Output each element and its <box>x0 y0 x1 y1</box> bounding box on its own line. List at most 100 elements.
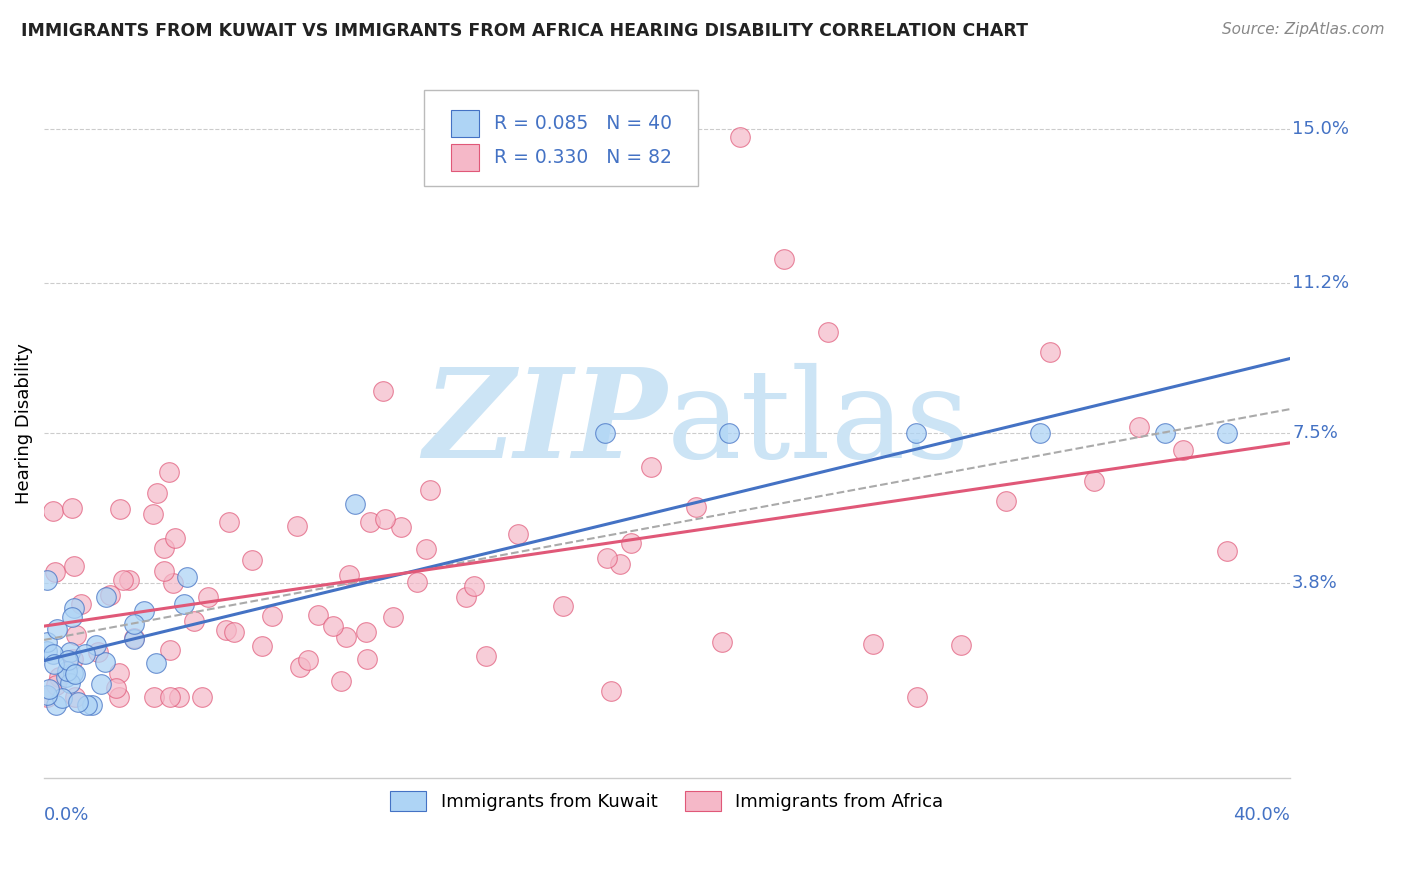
Immigrants from Africa <box>105 681 128 695</box>
FancyBboxPatch shape <box>425 90 697 186</box>
Immigrants from Africa <box>108 690 131 704</box>
Text: ZIP: ZIP <box>423 362 666 484</box>
Immigrants from Africa <box>405 575 427 590</box>
Immigrants from Kuwait <box>55 664 77 678</box>
Immigrants from Africa <box>143 690 166 704</box>
Immigrants from Kuwait <box>94 655 117 669</box>
Immigrants from Africa <box>37 690 59 704</box>
Immigrants from Africa <box>153 564 176 578</box>
Immigrants from Africa <box>163 531 186 545</box>
Immigrants from Kuwait <box>75 647 97 661</box>
Immigrants from Kuwait <box>1216 426 1239 441</box>
Immigrants from Kuwait <box>59 676 82 690</box>
Immigrants from Africa <box>389 520 412 534</box>
Immigrants from Africa <box>1171 442 1194 457</box>
Immigrants from Kuwait <box>145 656 167 670</box>
Immigrants from Kuwait <box>42 657 65 672</box>
Immigrants from Africa <box>1216 543 1239 558</box>
Immigrants from Africa <box>307 607 329 622</box>
Immigrants from Africa <box>242 553 264 567</box>
Immigrants from Africa <box>640 459 662 474</box>
Text: 3.8%: 3.8% <box>1292 574 1337 592</box>
Immigrants from Kuwait <box>55 670 77 684</box>
Immigrants from Africa <box>63 558 86 573</box>
Immigrants from Kuwait <box>90 677 112 691</box>
Immigrants from Africa <box>354 624 377 639</box>
Immigrants from Africa <box>142 507 165 521</box>
Immigrants from Kuwait <box>176 570 198 584</box>
Immigrants from Africa <box>359 516 381 530</box>
Immigrants from Africa <box>98 589 121 603</box>
Immigrants from Africa <box>1083 474 1105 488</box>
Immigrants from Africa <box>62 652 84 666</box>
Immigrants from Africa <box>322 619 344 633</box>
Immigrants from Africa <box>44 565 66 579</box>
Immigrants from Africa <box>167 690 190 704</box>
Immigrants from Africa <box>191 690 214 704</box>
Immigrants from Africa <box>159 690 181 704</box>
Immigrants from Kuwait <box>122 632 145 646</box>
Immigrants from Kuwait <box>37 634 59 648</box>
Immigrants from Africa <box>260 608 283 623</box>
Text: 15.0%: 15.0% <box>1292 120 1348 138</box>
Immigrants from Kuwait <box>37 644 59 658</box>
Immigrants from Africa <box>1039 345 1062 359</box>
Immigrants from Africa <box>599 684 621 698</box>
Text: 40.0%: 40.0% <box>1233 806 1289 824</box>
Immigrants from Kuwait <box>42 647 65 661</box>
Immigrants from Africa <box>609 557 631 571</box>
Immigrants from Kuwait <box>344 497 367 511</box>
Immigrants from Africa <box>65 690 87 704</box>
Immigrants from Kuwait <box>65 667 87 681</box>
Immigrants from Africa <box>419 483 441 497</box>
Immigrants from Africa <box>112 573 135 587</box>
Immigrants from Kuwait <box>63 601 86 615</box>
Immigrants from Africa <box>183 615 205 629</box>
Immigrants from Africa <box>118 573 141 587</box>
Immigrants from Africa <box>728 130 751 145</box>
Immigrants from Africa <box>1128 419 1150 434</box>
Immigrants from Africa <box>146 486 169 500</box>
Immigrants from Kuwait <box>1029 426 1052 441</box>
Immigrants from Africa <box>905 690 928 704</box>
Immigrants from Africa <box>817 325 839 339</box>
Immigrants from Africa <box>218 515 240 529</box>
Immigrants from Africa <box>454 590 477 604</box>
Immigrants from Africa <box>356 651 378 665</box>
Immigrants from Kuwait <box>51 691 73 706</box>
Immigrants from Africa <box>250 639 273 653</box>
Immigrants from Kuwait <box>122 617 145 632</box>
Immigrants from Africa <box>159 642 181 657</box>
Immigrants from Africa <box>551 599 574 613</box>
Immigrants from Kuwait <box>38 681 60 696</box>
Immigrants from Africa <box>108 501 131 516</box>
Immigrants from Kuwait <box>593 426 616 441</box>
Immigrants from Kuwait <box>84 638 107 652</box>
Immigrants from Kuwait <box>173 597 195 611</box>
Immigrants from Africa <box>153 541 176 556</box>
Immigrants from Africa <box>197 590 219 604</box>
Immigrants from Kuwait <box>45 622 67 636</box>
Text: atlas: atlas <box>666 363 970 483</box>
Immigrants from Kuwait <box>67 695 90 709</box>
Immigrants from Africa <box>222 624 245 639</box>
Immigrants from Africa <box>711 635 734 649</box>
Immigrants from Africa <box>335 630 357 644</box>
Immigrants from Africa <box>45 678 67 692</box>
Immigrants from Kuwait <box>718 426 741 441</box>
Immigrants from Africa <box>475 648 498 663</box>
Text: 11.2%: 11.2% <box>1292 275 1350 293</box>
Immigrants from Kuwait <box>904 426 927 441</box>
Immigrants from Africa <box>297 653 319 667</box>
Legend: Immigrants from Kuwait, Immigrants from Africa: Immigrants from Kuwait, Immigrants from … <box>382 783 950 819</box>
Immigrants from Africa <box>69 597 91 611</box>
Immigrants from Africa <box>381 609 404 624</box>
Immigrants from Africa <box>337 567 360 582</box>
FancyBboxPatch shape <box>451 144 479 170</box>
Text: IMMIGRANTS FROM KUWAIT VS IMMIGRANTS FROM AFRICA HEARING DISABILITY CORRELATION : IMMIGRANTS FROM KUWAIT VS IMMIGRANTS FRO… <box>21 22 1028 40</box>
Immigrants from Africa <box>596 551 619 566</box>
Immigrants from Kuwait <box>134 604 156 618</box>
Immigrants from Kuwait <box>62 666 84 681</box>
Immigrants from Africa <box>60 501 83 516</box>
Immigrants from Africa <box>108 665 131 680</box>
